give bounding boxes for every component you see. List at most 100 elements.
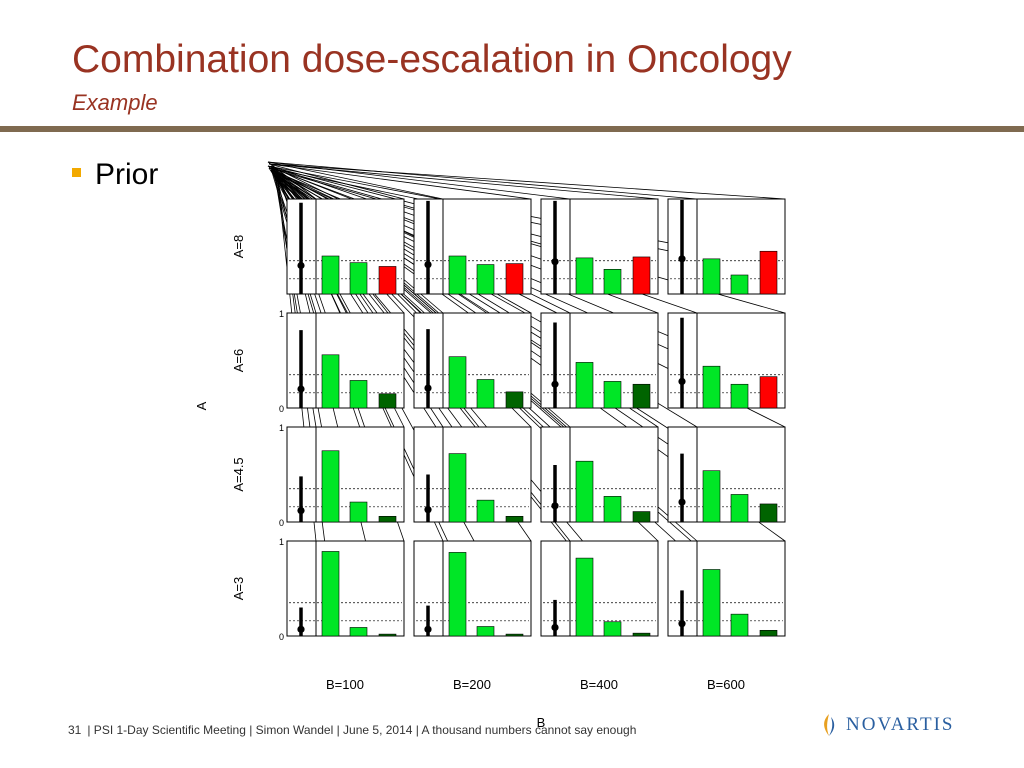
y-tick-label: 1 [279, 537, 284, 547]
leader-line [268, 163, 786, 200]
row-label: A=8 [231, 235, 246, 259]
bar-target [603, 496, 622, 523]
point-estimate [551, 380, 559, 388]
y-tick-label: 0 [279, 518, 284, 528]
bar-target [476, 264, 495, 295]
bar-underdosing [448, 255, 467, 295]
bar-overdosing [505, 633, 524, 637]
panel-A=6-B=200 [413, 312, 532, 409]
panel-A=8-B=600 [667, 198, 786, 295]
panel-A=3-B=100 [286, 540, 405, 637]
column-label: B=200 [453, 677, 491, 692]
bar-underdosing [321, 255, 340, 295]
panel-frame [286, 426, 405, 523]
bar-underdosing [702, 258, 721, 295]
bullet-text: Prior [95, 158, 159, 191]
bar-underdosing [321, 354, 340, 409]
bar-target [603, 268, 622, 295]
y-tick-label: 1 [279, 309, 284, 319]
point-estimate [551, 623, 559, 632]
bar-overdosing [378, 633, 397, 637]
point-estimate [297, 625, 305, 633]
leader-line [268, 163, 659, 200]
bar-target [730, 383, 749, 409]
bar-underdosing [575, 362, 594, 409]
y-tick-label: 0 [279, 404, 284, 414]
panel-A=6-B=400 [540, 312, 659, 409]
bar-overdosing [759, 629, 778, 637]
panel-A=4.5-B=600 [667, 426, 786, 523]
leader-line [267, 161, 698, 200]
bar-target [476, 499, 495, 523]
bar-target [349, 501, 368, 523]
panel-frame [413, 426, 532, 523]
point-estimate [678, 620, 686, 628]
leader-line [268, 163, 405, 200]
point-estimate [297, 507, 305, 515]
bar-target [603, 621, 622, 637]
column-label: B=100 [326, 677, 364, 692]
column-label: B=400 [580, 677, 618, 692]
point-estimate [678, 498, 686, 506]
bar-underdosing [448, 552, 467, 637]
bar-overdosing [759, 503, 778, 523]
point-estimate [551, 258, 559, 266]
title-rule [0, 126, 1024, 132]
panel-A=4.5-B=200 [413, 426, 532, 523]
leader-line [268, 163, 532, 200]
bullet-item: Prior [72, 158, 158, 192]
bar-target [603, 381, 622, 409]
panel-A=3-B=400 [540, 540, 659, 637]
slide-subtitle: Example [72, 90, 158, 115]
bar-underdosing [575, 257, 594, 295]
bar-overdosing [632, 383, 651, 409]
panel-A=8-B=200 [413, 198, 532, 295]
bar-overdosing [759, 376, 778, 409]
bar-target [730, 494, 749, 523]
panel-frame [540, 540, 659, 637]
bar-target [476, 626, 495, 637]
bar-overdosing [378, 266, 397, 295]
panel-frame [413, 540, 532, 637]
point-estimate [424, 625, 432, 633]
point-estimate [424, 384, 432, 392]
bar-underdosing [321, 551, 340, 637]
panel-frame [667, 540, 786, 637]
panel-A=8-B=100 [286, 198, 405, 295]
point-estimate [424, 506, 432, 514]
bar-underdosing [321, 450, 340, 523]
bullet-square-icon [72, 167, 81, 177]
row-label: A=4.5 [231, 457, 246, 491]
panel-A=3-B=600 [667, 540, 786, 637]
panel-frame [286, 540, 405, 637]
footer-text: | PSI 1-Day Scientific Meeting | Simon W… [87, 723, 637, 737]
bar-target [730, 274, 749, 295]
bar-overdosing [505, 391, 524, 409]
panel-grid [286, 198, 786, 637]
bar-underdosing [702, 569, 721, 637]
bar-overdosing [632, 511, 651, 523]
point-estimate [297, 261, 305, 270]
bar-overdosing [505, 263, 524, 295]
leader-line [267, 161, 444, 200]
panel-A=8-B=400 [540, 198, 659, 295]
bar-underdosing [702, 365, 721, 409]
bar-target [476, 379, 495, 409]
bar-overdosing [378, 393, 397, 409]
bar-underdosing [448, 356, 467, 409]
novartis-logo: NOVARTIS [818, 712, 954, 738]
point-estimate [678, 255, 686, 263]
bar-underdosing [575, 557, 594, 637]
footer: 31 | PSI 1-Day Scientific Meeting | Simon… [68, 723, 636, 737]
y-tick-label: 0 [279, 632, 284, 642]
logo-text: NOVARTIS [846, 714, 955, 735]
bar-target [349, 627, 368, 637]
column-label: B=600 [707, 677, 745, 692]
bar-overdosing [632, 632, 651, 637]
bar-underdosing [448, 453, 467, 523]
bar-overdosing [759, 250, 778, 295]
row-label: A=6 [231, 349, 246, 373]
bar-overdosing [505, 515, 524, 523]
panel-A=6-B=100 [286, 312, 405, 409]
